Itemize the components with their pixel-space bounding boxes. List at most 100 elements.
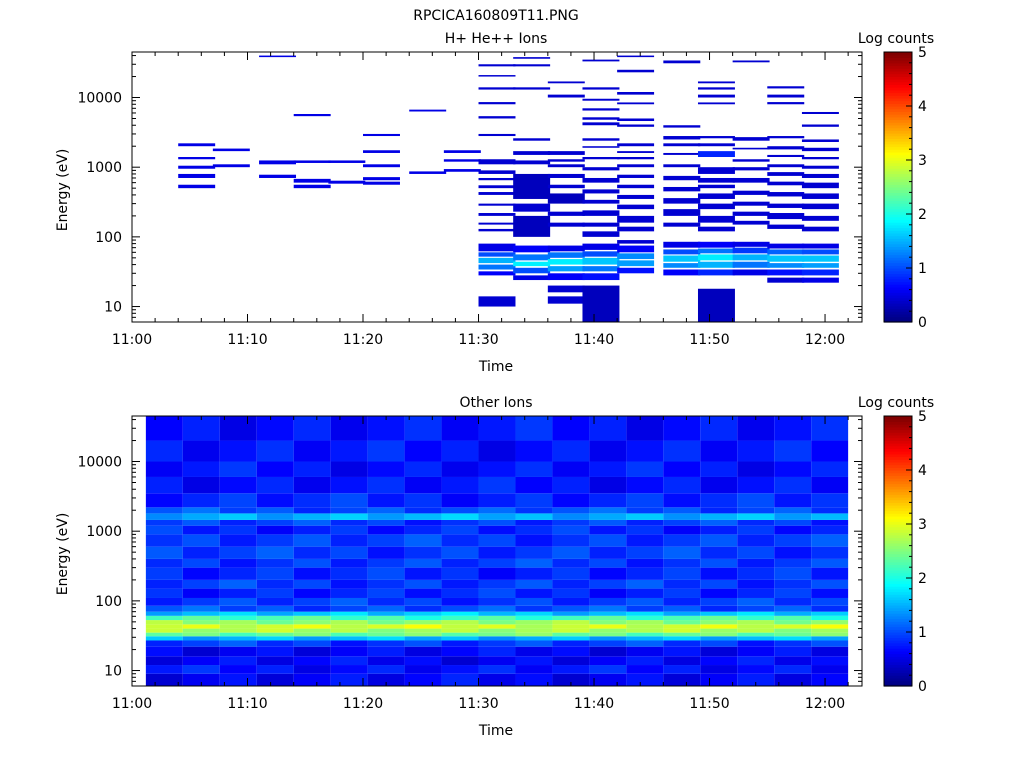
cell-1-14 — [182, 588, 220, 598]
cell-3-3 — [256, 646, 294, 657]
cell-6-0 — [367, 673, 405, 686]
cell-15-7 — [697, 215, 735, 223]
cell-16-23 — [737, 507, 775, 514]
cell-6-18 — [367, 546, 405, 559]
cell-15-9 — [700, 620, 738, 625]
cell-17-19 — [774, 534, 812, 547]
cell-11-7 — [547, 222, 585, 227]
colorbar-segment — [884, 416, 912, 420]
cell-12-14 — [582, 146, 620, 148]
cell-18-14 — [811, 588, 849, 598]
cell-11-0 — [552, 673, 590, 686]
cell-17-20 — [774, 525, 812, 535]
cell-10-5 — [515, 636, 553, 641]
cell-13-10 — [617, 174, 655, 178]
colorbar-segment — [884, 464, 912, 468]
cell-8-26 — [441, 461, 479, 477]
colorbar-segment — [884, 569, 912, 574]
cell-4-4 — [293, 640, 331, 647]
cell-4-5 — [293, 636, 331, 641]
cell-11-5 — [547, 252, 585, 258]
cell-6-17 — [367, 558, 405, 568]
cell-2-13 — [219, 597, 257, 606]
cell-10-4 — [513, 245, 551, 253]
cell-10-13 — [515, 597, 553, 606]
cell-8-6 — [441, 632, 479, 637]
cell-14-10 — [663, 615, 701, 621]
cell-4-19 — [293, 534, 331, 547]
cell-16-0 — [732, 269, 770, 276]
colorbar-segment — [884, 216, 912, 220]
colorbar-segment — [884, 561, 912, 566]
cell-0-6 — [145, 632, 183, 637]
cell-15-22 — [700, 513, 738, 520]
cell-18-12 — [811, 605, 849, 612]
cell-14-6 — [663, 632, 701, 637]
cell-5-2 — [330, 656, 368, 666]
colorbar-segment — [884, 472, 912, 476]
colorbar-segment — [884, 203, 912, 207]
cell-5-1 — [330, 665, 368, 674]
colorbar-segment — [884, 548, 912, 552]
cell-9-10 — [478, 615, 516, 621]
cell-11-12 — [552, 605, 590, 612]
cell-15-7 — [700, 628, 738, 633]
cell-2-11 — [219, 611, 257, 616]
cell-10-10 — [513, 138, 551, 141]
colorbar-segment — [884, 230, 912, 234]
cell-2-18 — [219, 546, 257, 559]
cell-18-28 — [811, 416, 849, 441]
cell-10-9 — [515, 620, 553, 625]
cell-12-20 — [582, 87, 620, 90]
colorbar-segment — [884, 467, 912, 471]
cell-3-23 — [256, 507, 294, 514]
colorbar-segment — [884, 572, 912, 576]
cell-14-14 — [663, 588, 701, 598]
cell-1-10 — [182, 615, 220, 621]
cell-12-8 — [582, 210, 620, 216]
cell-9-0 — [478, 673, 516, 686]
cell-9-24 — [478, 493, 516, 508]
cell-17-6 — [774, 632, 812, 637]
cell-17-27 — [774, 440, 812, 462]
cell-6-5 — [367, 636, 405, 641]
cell-4-23 — [293, 507, 331, 514]
cell-16-27 — [737, 440, 775, 462]
cell-17-7 — [774, 628, 812, 633]
colorbar-segment — [884, 494, 912, 498]
cell-8-24 — [441, 493, 479, 508]
colorbar-segment — [884, 305, 912, 310]
cell-1-22 — [182, 513, 220, 520]
cell-18-7 — [801, 215, 839, 221]
cell-15-1 — [700, 665, 738, 674]
colorbar-segment — [884, 456, 912, 460]
cell-10-3 — [513, 254, 551, 261]
cell-2-14 — [219, 588, 257, 598]
cell-6-13 — [367, 597, 405, 606]
cell-12-3 — [582, 257, 620, 265]
colorbar-segment — [884, 626, 912, 630]
colorbar-segment — [884, 116, 912, 121]
cell-4-14 — [293, 588, 331, 598]
cell-5-19 — [330, 534, 368, 547]
cell-1-27 — [182, 440, 220, 462]
cell-5-26 — [330, 461, 368, 477]
cell-4-0 — [293, 673, 331, 686]
cell-3-25 — [256, 476, 294, 494]
colorbar-segment — [884, 605, 912, 609]
cell-9-5 — [478, 636, 516, 641]
cell-5-15 — [330, 579, 368, 589]
cell-10-9 — [513, 151, 551, 155]
cell-5-11 — [330, 611, 368, 616]
cell-2-23 — [219, 507, 257, 514]
colorbar-segment — [884, 297, 912, 301]
cell-7-25 — [404, 476, 442, 494]
cell-14-24 — [663, 493, 701, 508]
cell-5-9 — [330, 620, 368, 625]
cell-15-8 — [700, 624, 738, 629]
cell-9-23 — [478, 507, 516, 514]
colorbar-segment — [884, 556, 912, 560]
colorbar-segment — [884, 154, 912, 158]
cell-16-14 — [737, 588, 775, 598]
colorbar-segment — [884, 661, 912, 665]
